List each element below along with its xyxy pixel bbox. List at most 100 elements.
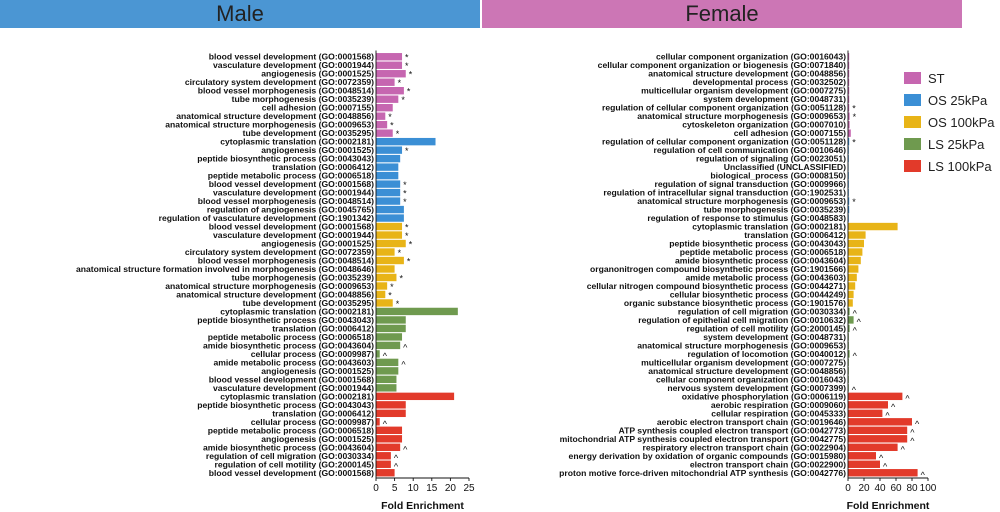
row-label: blood vessel morphogenesis (GO:0048514) — [198, 86, 374, 96]
x-tick-label: 15 — [426, 483, 438, 494]
row-label: regulation of angiogenesis (GO:0045765) — [207, 205, 374, 215]
row-label: anatomical structure formation involved … — [76, 264, 374, 274]
row-label: tube morphogenesis (GO:0035239) — [232, 94, 374, 104]
bar — [848, 239, 864, 248]
significance-mark: ^ — [394, 453, 399, 463]
bar — [848, 103, 850, 112]
significance-mark: * — [853, 112, 857, 122]
bar — [376, 426, 403, 435]
row-label: vasculature development (GO:0001944) — [213, 230, 374, 240]
bar — [848, 53, 850, 61]
significance-mark: ^ — [905, 393, 910, 403]
bar — [376, 112, 386, 120]
x-tick-label: 20 — [445, 483, 457, 494]
bar — [848, 61, 850, 69]
bar — [376, 87, 404, 95]
bar — [848, 265, 859, 273]
significance-mark: * — [396, 299, 400, 309]
bar — [376, 171, 399, 180]
bar — [376, 350, 380, 358]
bar — [376, 120, 388, 129]
bar — [848, 460, 880, 468]
row-label: cytoplasmic translation (GO:0002181) — [220, 137, 374, 147]
bar — [376, 418, 380, 426]
significance-mark: ^ — [883, 461, 888, 471]
significance-mark: * — [403, 197, 407, 207]
significance-mark: * — [396, 129, 400, 139]
x-tick-label: 5 — [392, 483, 398, 494]
legend-swatch — [904, 160, 921, 172]
row-label: blood vessel development (GO:0001568) — [209, 468, 374, 478]
significance-mark: ^ — [885, 410, 890, 420]
row-label: cellular component organization or bioge… — [598, 60, 846, 70]
significance-mark: * — [407, 87, 411, 97]
row-label: amide biosynthetic process (GO:0043604) — [675, 256, 846, 266]
bar — [376, 231, 403, 239]
row-label: vasculature development (GO:0001944) — [213, 60, 374, 70]
row-label: regulation of cellular component organiz… — [602, 137, 846, 147]
legend-label: OS 25kPa — [928, 93, 988, 108]
row-label: angiogenesis (GO:0001525) — [261, 434, 374, 444]
bar — [848, 129, 851, 137]
bar — [376, 61, 403, 69]
bar — [376, 154, 401, 163]
bar — [376, 197, 401, 205]
row-label: anatomical structure morphogenesis (GO:0… — [637, 196, 846, 206]
significance-mark: * — [405, 61, 409, 71]
row-label: cytoplasmic translation (GO:0002181) — [692, 222, 846, 232]
legend-label: OS 100kPa — [928, 115, 995, 130]
x-tick-label: 25 — [463, 483, 475, 494]
row-label: regulation of epithelial cell migration … — [638, 315, 846, 325]
row-label: anatomical structure morphogenesis (GO:0… — [637, 111, 846, 121]
bar — [376, 103, 393, 112]
bar — [848, 452, 876, 460]
x-tick-label: 10 — [408, 483, 420, 494]
bar — [848, 222, 898, 231]
bar — [848, 70, 850, 78]
bar — [848, 78, 850, 86]
significance-mark: ^ — [383, 351, 388, 361]
significance-mark: ^ — [910, 436, 915, 446]
significance-mark: * — [390, 121, 394, 131]
legend-swatch — [904, 72, 921, 84]
row-label: system development (GO:0048731) — [703, 94, 846, 104]
legend-swatch — [904, 138, 921, 150]
row-label: blood vessel development (GO:0001568) — [209, 374, 374, 384]
bar — [848, 248, 863, 256]
bar — [376, 248, 395, 256]
row-label: tube development (GO:0035295) — [243, 128, 374, 138]
row-label: oxidative phosphorylation (GO:0006119) — [682, 391, 846, 401]
row-label: nervous system development (GO:0007399) — [667, 383, 846, 393]
bar — [376, 146, 403, 154]
row-label: blood vessel morphogenesis (GO:0048514) — [198, 256, 374, 266]
bar — [848, 95, 850, 103]
row-label: peptide metabolic process (GO:0006518) — [208, 425, 374, 435]
bar — [376, 214, 404, 222]
row-label: regulation of signaling (GO:0023051) — [696, 154, 846, 164]
significance-mark: ^ — [921, 470, 926, 480]
row-label: anatomical structure development (GO:004… — [176, 289, 374, 299]
bar — [376, 469, 395, 477]
row-label: regulation of cell migration (GO:0030334… — [206, 451, 374, 461]
x-tick-label: 100 — [920, 483, 937, 494]
bar — [848, 435, 908, 443]
row-label: translation (GO:0006412) — [272, 162, 374, 172]
significance-mark: * — [405, 146, 409, 156]
row-label: peptide biosynthetic process (GO:0043043… — [669, 239, 846, 249]
significance-mark: * — [852, 138, 856, 148]
row-label: regulation of locomotion (GO:0040012) — [687, 349, 846, 359]
row-label: vasculature development (GO:0001944) — [213, 383, 374, 393]
male-header: Male — [0, 0, 480, 28]
bar — [376, 316, 406, 324]
significance-mark: * — [398, 248, 402, 258]
significance-mark: ^ — [403, 342, 408, 352]
bar — [848, 426, 908, 435]
row-label: peptide metabolic process (GO:0006518) — [680, 247, 846, 257]
row-label: ATP synthesis coupled electron transport… — [619, 425, 847, 435]
row-label: aerobic respiration (GO:0009060) — [711, 400, 846, 410]
significance-mark: ^ — [852, 385, 857, 395]
row-label: respiratory electron transport chain (GO… — [643, 442, 847, 452]
legend-label: ST — [928, 71, 945, 86]
row-label: amide biosynthetic process (GO:0043604) — [203, 442, 374, 452]
bar — [848, 418, 912, 426]
